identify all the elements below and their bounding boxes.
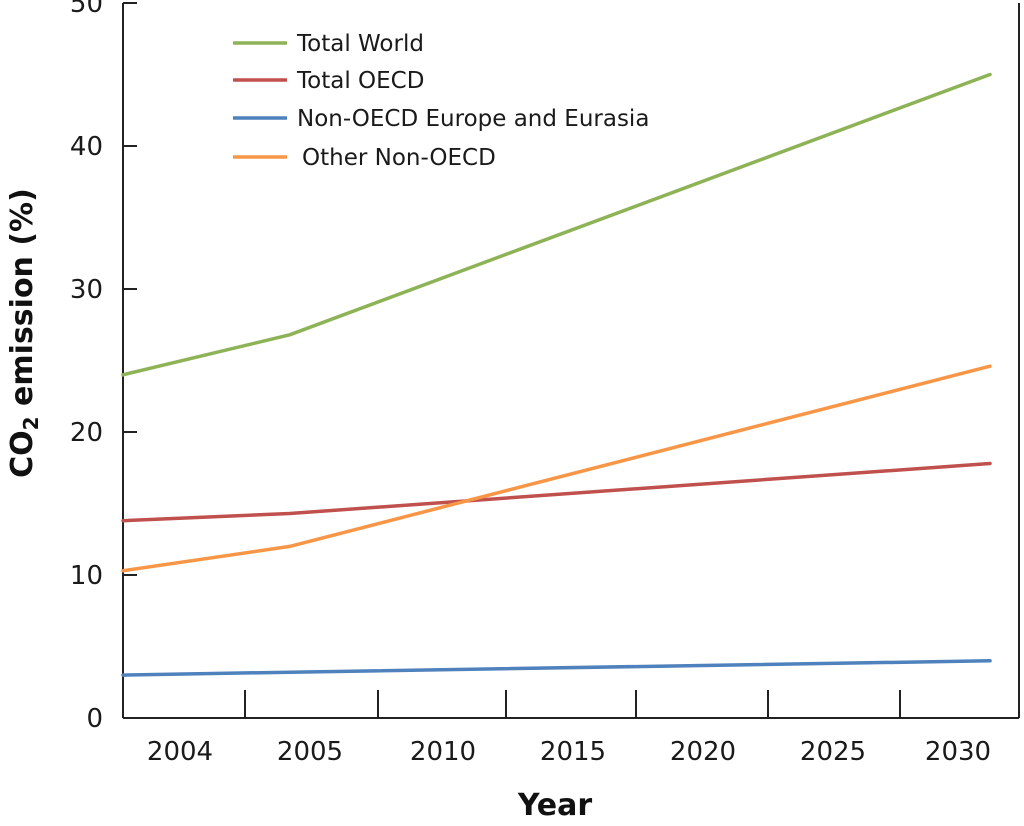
y-tick-label: 10 <box>70 561 103 591</box>
x-tick-label: 2020 <box>670 737 736 767</box>
y-tick-label: 20 <box>70 418 103 448</box>
series-line-other-non-oecd <box>121 364 992 573</box>
series-line-total-oecd <box>121 461 992 523</box>
y-tick-label: 50 <box>70 0 103 19</box>
y-tick-label: 40 <box>70 132 103 162</box>
legend-label: Total OECD <box>296 68 424 94</box>
y-axis-title-subscript: 2 <box>19 416 43 430</box>
y-axis-ticks: 0 10 20 30 40 50 <box>70 0 137 734</box>
series-layer <box>121 72 992 677</box>
y-axis-title-suffix: emission (%) <box>5 188 40 416</box>
series-line-non-oecd-europe-and-eurasia <box>121 659 992 677</box>
x-tick-label: 2010 <box>410 737 476 767</box>
x-axis-title: Year <box>517 788 593 823</box>
y-tick-label: 0 <box>86 704 103 734</box>
x-axis-ticks: 2004 2005 2010 2015 2020 2025 2030 <box>147 690 991 767</box>
legend-label: Non-OECD Europe and Eurasia <box>297 106 649 132</box>
x-tick-label: 2025 <box>800 737 866 767</box>
legend-label: Total World <box>296 31 424 57</box>
x-tick-label: 2030 <box>925 737 991 767</box>
x-tick-label: 2005 <box>277 737 343 767</box>
x-tick-label: 2015 <box>540 737 606 767</box>
series-line-total-world <box>121 72 992 377</box>
y-axis-title: CO2 emission (%) <box>5 188 43 478</box>
y-axis-title-prefix: CO <box>5 430 40 478</box>
legend-label: Other Non-OECD <box>302 145 496 171</box>
y-tick-label: 30 <box>70 275 103 305</box>
legend: Total World Total OECD Non-OECD Europe and… <box>233 31 649 171</box>
plot-frame <box>122 3 1020 719</box>
x-tick-label: 2004 <box>147 737 213 767</box>
